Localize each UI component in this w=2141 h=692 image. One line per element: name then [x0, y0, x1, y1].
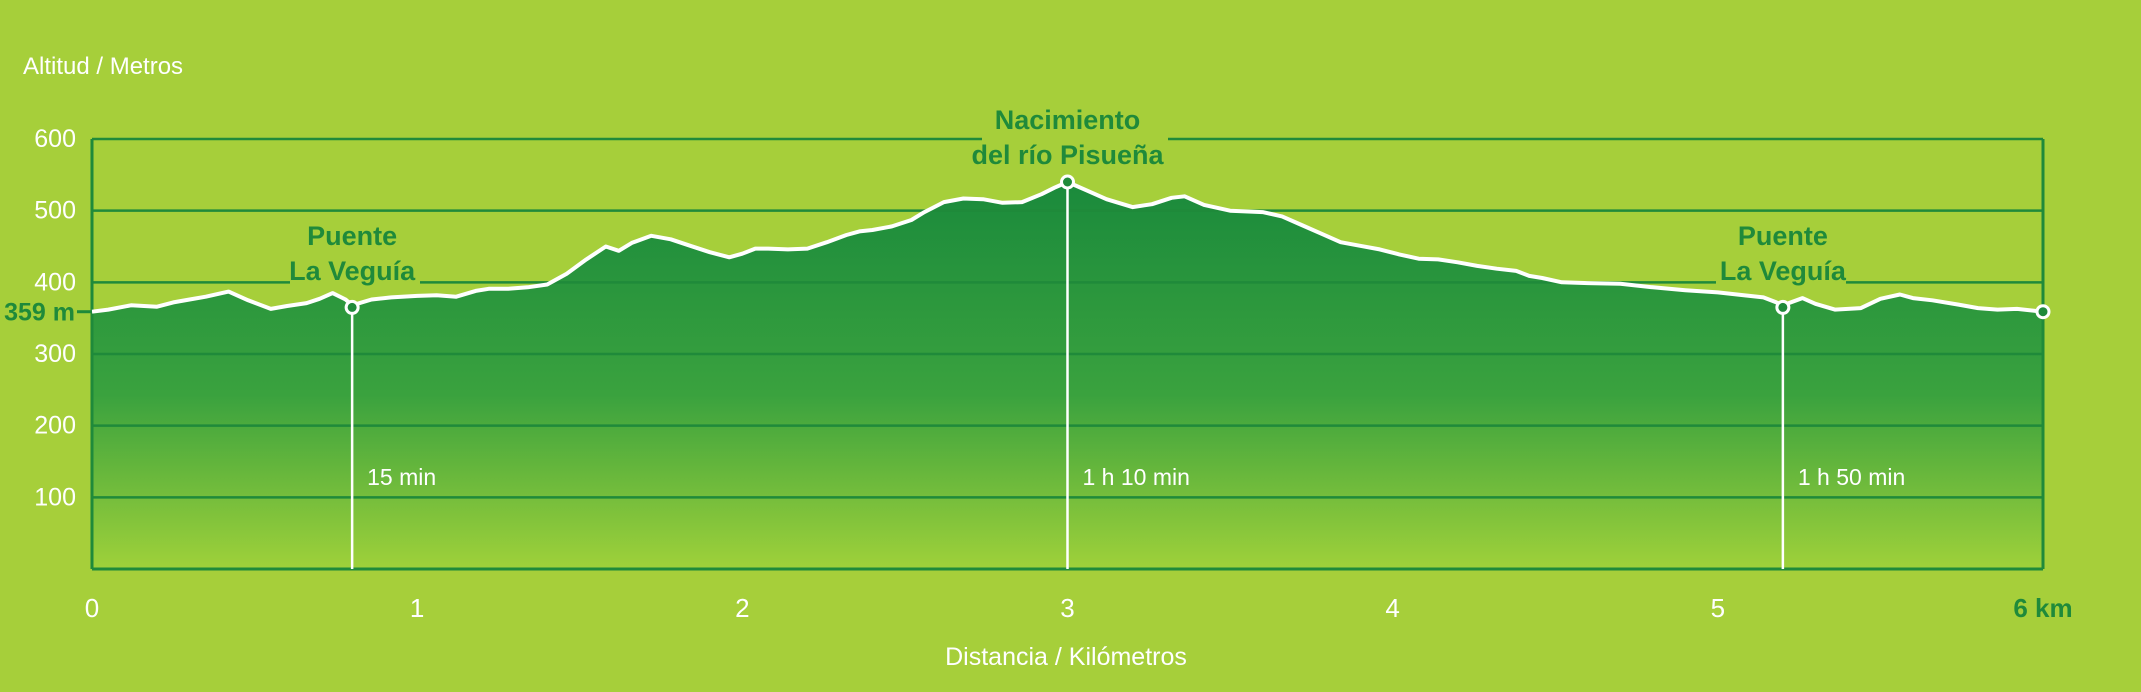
y-tick-label-500: 500 — [34, 197, 76, 225]
annotation-point-1 — [1060, 174, 1075, 190]
x-axis-title: Distancia / Kilómetros — [945, 643, 1187, 671]
y-tick-label-600: 600 — [34, 125, 76, 153]
x-tick-label-3: 3 — [1060, 593, 1074, 623]
x-tick-label-0: 0 — [85, 593, 99, 623]
x-tick-label-1: 1 — [410, 593, 424, 623]
annotation-label-1-0: Nacimiento — [995, 105, 1141, 135]
annotation-point-2 — [1775, 299, 1791, 315]
y-axis-title: Altitud / Metros — [23, 53, 183, 80]
annotation-bg-1 — [290, 213, 420, 286]
x-tick-label-5: 5 — [1711, 593, 1725, 623]
x-tick-label-6: 6 km — [2013, 593, 2072, 623]
annotation-bg-3 — [1716, 213, 1846, 286]
annotation-point-0 — [344, 299, 360, 315]
elevation-profile-line — [91, 180, 2044, 314]
annotation-label-2-1: La Veguía — [1720, 256, 1847, 286]
end-point-marker — [2035, 304, 2051, 320]
start-elevation-label: 359 m — [4, 299, 75, 327]
annotation-label-0-1: La Veguía — [289, 256, 416, 286]
x-tick-label-4: 4 — [1385, 593, 1399, 623]
annotation-label-0-0: Puente — [307, 221, 397, 251]
y-tick-label-400: 400 — [34, 268, 76, 296]
annotation-bg-2 — [982, 96, 1168, 170]
annotation-time-1: 1 h 10 min — [1083, 464, 1190, 490]
y-tick-label-200: 200 — [34, 412, 76, 440]
annotation-time-0: 15 min — [367, 464, 436, 490]
y-tick-label-300: 300 — [34, 340, 76, 368]
y-tick-label-100: 100 — [34, 483, 76, 511]
x-tick-label-2: 2 — [735, 593, 749, 623]
annotation-time-2: 1 h 50 min — [1798, 464, 1905, 490]
annotation-label-1-1: del río Pisueña — [971, 140, 1164, 170]
annotation-label-2-0: Puente — [1738, 221, 1828, 251]
